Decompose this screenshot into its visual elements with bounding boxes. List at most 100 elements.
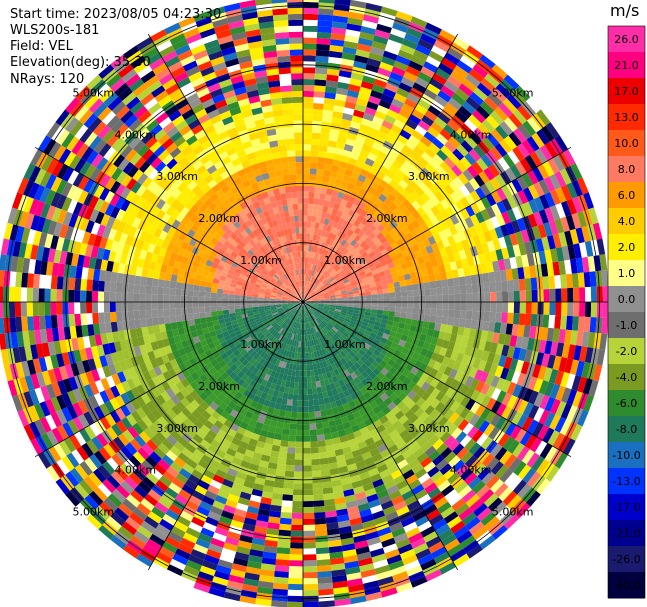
range-gate xyxy=(296,304,301,310)
range-gate xyxy=(272,288,279,293)
range-gate xyxy=(304,317,307,324)
range-gate xyxy=(399,280,407,287)
range-gate xyxy=(303,542,316,549)
range-gate xyxy=(337,352,344,360)
range-gate xyxy=(267,462,278,470)
range-gate xyxy=(421,381,431,392)
range-gate xyxy=(181,314,189,322)
range-gate xyxy=(351,146,362,155)
range-gate xyxy=(311,257,315,265)
range-gate xyxy=(342,266,350,272)
range-gate xyxy=(326,522,339,530)
range-gate xyxy=(199,280,207,287)
range-gate xyxy=(464,247,473,259)
range-gate xyxy=(295,346,299,353)
range-gate xyxy=(207,484,220,495)
range-gate xyxy=(288,578,303,585)
range-gate xyxy=(447,75,462,88)
range-gate xyxy=(420,456,433,468)
range-gate xyxy=(330,302,337,304)
range-gate xyxy=(56,194,67,210)
range-gate xyxy=(162,513,177,526)
range-gate xyxy=(299,317,302,324)
range-gate xyxy=(414,186,425,197)
range-gate xyxy=(471,310,479,321)
range-gate xyxy=(318,283,325,289)
range-gate xyxy=(355,135,366,144)
range-gate xyxy=(320,133,330,141)
range-gate xyxy=(163,423,175,435)
range-gate xyxy=(163,294,170,302)
range-gate xyxy=(245,376,253,385)
range-gate xyxy=(237,277,245,283)
range-gate xyxy=(308,334,312,341)
range-gate xyxy=(313,264,317,271)
range-gate xyxy=(303,418,310,425)
range-gate xyxy=(351,338,359,346)
range-gate xyxy=(430,205,441,217)
range-gate xyxy=(260,283,268,288)
range-gate xyxy=(304,293,307,299)
range-gate xyxy=(288,296,295,300)
range-gate xyxy=(352,270,359,277)
range-gate xyxy=(372,228,381,237)
range-gate xyxy=(326,528,340,536)
range-gate xyxy=(316,32,332,39)
range-gate xyxy=(485,206,496,219)
range-gate xyxy=(51,207,62,223)
range-gate xyxy=(325,408,334,416)
range-gate xyxy=(384,439,396,449)
range-gate xyxy=(328,201,336,209)
range-gate xyxy=(236,446,247,455)
range-gate xyxy=(233,557,248,567)
range-gate xyxy=(577,177,589,195)
range-gate xyxy=(430,470,444,483)
range-gate xyxy=(521,172,534,188)
range-gate xyxy=(70,362,80,377)
range-gate xyxy=(304,305,307,311)
range-gate xyxy=(259,460,269,468)
range-gate xyxy=(461,239,470,250)
range-gate xyxy=(322,360,328,368)
range-gate xyxy=(214,406,225,416)
range-gate xyxy=(326,324,333,330)
range-gate xyxy=(121,292,128,302)
range-gate xyxy=(461,512,477,526)
range-gate xyxy=(497,259,506,271)
range-gate xyxy=(314,252,319,260)
range-gate xyxy=(331,317,338,322)
range-gate xyxy=(274,352,280,360)
range-gate xyxy=(438,331,446,340)
range-gate xyxy=(169,343,178,353)
range-gate xyxy=(323,397,330,405)
range-gate xyxy=(294,303,300,306)
range-gate xyxy=(222,302,229,307)
range-gate xyxy=(566,273,573,289)
range-gate xyxy=(169,445,182,457)
range-gate xyxy=(538,209,549,224)
range-gate xyxy=(169,288,176,296)
range-gate xyxy=(179,510,194,522)
range-gate xyxy=(343,320,350,326)
range-gate xyxy=(434,116,448,129)
range-gate xyxy=(511,370,521,384)
range-gate xyxy=(442,286,449,295)
range-gate xyxy=(333,153,343,162)
range-gate xyxy=(364,330,372,336)
range-gate xyxy=(311,339,315,347)
range-gate xyxy=(309,290,314,296)
range-gate xyxy=(448,180,460,192)
range-gate xyxy=(281,361,287,369)
range-gate xyxy=(140,392,151,405)
range-gate xyxy=(172,415,184,427)
range-gate xyxy=(243,352,251,359)
range-gate xyxy=(353,336,361,343)
range-gate xyxy=(197,414,208,425)
range-gate xyxy=(205,259,214,267)
range-gate xyxy=(158,271,167,281)
range-gate xyxy=(147,243,156,254)
range-gate xyxy=(308,263,312,270)
range-gate xyxy=(206,548,222,560)
range-gate xyxy=(483,361,493,374)
range-gate xyxy=(233,418,243,427)
